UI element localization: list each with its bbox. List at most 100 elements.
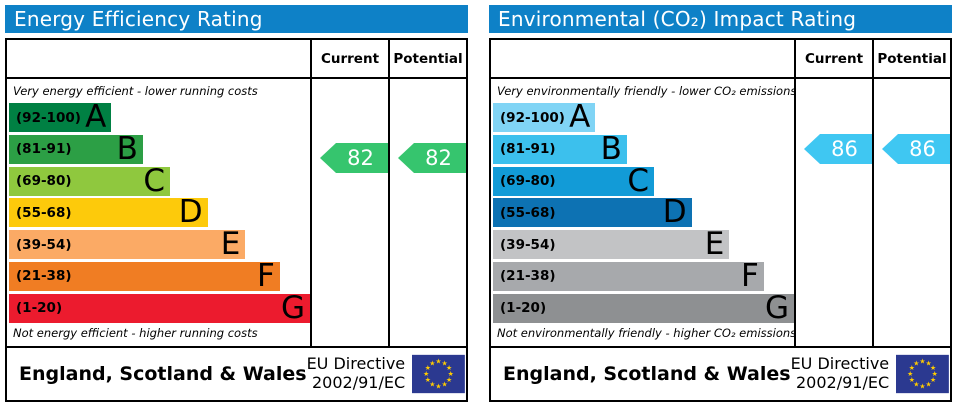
band-range-label: (92-100) xyxy=(500,109,565,126)
svg-text:★: ★ xyxy=(423,370,429,378)
svg-text:★: ★ xyxy=(913,359,919,367)
band-range-label: (1-20) xyxy=(500,300,547,317)
band-letter: B xyxy=(600,130,622,167)
band-letter: F xyxy=(257,257,275,294)
chart-title: Environmental (CO₂) Impact Rating xyxy=(498,7,857,31)
svg-text:★: ★ xyxy=(442,381,448,389)
band-range-label: (55-68) xyxy=(500,204,556,221)
rating-band-c: (69-80) C xyxy=(493,162,794,199)
rating-band-f: (21-38) F xyxy=(9,257,310,294)
band-letter: C xyxy=(627,162,650,199)
band-range-label: (1-20) xyxy=(16,300,63,317)
eu-flag-icon: ★ ★★★★★★★★★★★ xyxy=(412,354,465,394)
band-letter: A xyxy=(569,99,591,135)
band-range-label: (39-54) xyxy=(500,236,556,253)
band-letter: A xyxy=(85,99,107,135)
band-range-label: (81-91) xyxy=(16,141,72,158)
potential-column-header: Potential xyxy=(872,40,950,77)
band-letter: E xyxy=(704,226,725,263)
table-header-row: Current Potential xyxy=(491,40,950,79)
rating-table: Current Potential Very environmentally f… xyxy=(489,38,952,346)
band-range-label: (69-80) xyxy=(16,173,72,190)
svg-text:★: ★ xyxy=(930,364,936,372)
svg-text:★: ★ xyxy=(446,376,452,384)
current-column-header: Current xyxy=(310,40,388,77)
top-caption: Very energy efficient - lower running co… xyxy=(13,84,258,98)
svg-text:★: ★ xyxy=(435,382,441,390)
header-spacer-cell xyxy=(491,40,794,77)
svg-text:★: ★ xyxy=(932,370,938,378)
svg-text:★: ★ xyxy=(909,364,915,372)
rating-band-c: (69-80) C xyxy=(9,162,310,199)
chart-title: Energy Efficiency Rating xyxy=(14,7,263,31)
environmental-co2-impact-chart: Environmental (CO₂) Impact Rating Curren… xyxy=(489,5,952,402)
eu-flag-icon: ★ ★★★★★★★★★★★ xyxy=(896,354,949,394)
current-column-divider xyxy=(794,79,796,346)
chart-footer: England, Scotland & Wales EU Directive 2… xyxy=(489,346,952,402)
band-letter: D xyxy=(178,194,203,231)
rating-bands: (92-100) A (81-91) B (69-80) C (55-68) D (39-54)… xyxy=(493,99,794,326)
svg-text:★: ★ xyxy=(930,376,936,384)
band-letter: C xyxy=(143,162,166,199)
svg-text:★: ★ xyxy=(926,359,932,367)
rating-band-a: (92-100) A xyxy=(493,99,794,135)
band-letter: E xyxy=(220,226,241,263)
band-range-label: (21-38) xyxy=(500,268,556,285)
current-rating-arrow: 82 xyxy=(320,143,388,173)
svg-text:★: ★ xyxy=(919,382,925,390)
band-letter: G xyxy=(764,289,789,326)
rating-band-g: (1-20) G xyxy=(9,289,310,326)
potential-column-divider xyxy=(872,79,874,346)
potential-column-header: Potential xyxy=(388,40,466,77)
rating-scale-area: Very environmentally friendly - lower CO… xyxy=(491,79,950,346)
potential-rating-arrow: 86 xyxy=(882,134,950,164)
svg-text:★: ★ xyxy=(442,359,448,367)
band-range-label: (92-100) xyxy=(16,109,81,126)
svg-text:★: ★ xyxy=(448,370,454,378)
rating-band-g: (1-20) G xyxy=(493,289,794,326)
rating-band-d: (55-68) D xyxy=(9,194,310,231)
band-letter: G xyxy=(280,289,305,326)
band-letter: F xyxy=(741,257,759,294)
band-range-label: (55-68) xyxy=(16,204,72,221)
energy-efficiency-chart: Energy Efficiency Rating Current Potenti… xyxy=(5,5,468,402)
svg-text:★: ★ xyxy=(425,376,431,384)
svg-text:★: ★ xyxy=(913,381,919,389)
svg-text:★: ★ xyxy=(907,370,913,378)
svg-text:★: ★ xyxy=(919,358,925,366)
band-range-label: (21-38) xyxy=(16,268,72,285)
table-header-row: Current Potential xyxy=(7,40,466,79)
energy-chart-title-bar: Energy Efficiency Rating xyxy=(5,5,468,33)
band-range-label: (39-54) xyxy=(16,236,72,253)
header-spacer-cell xyxy=(7,40,310,77)
top-caption: Very environmentally friendly - lower CO… xyxy=(497,84,797,98)
rating-band-a: (92-100) A xyxy=(9,99,310,135)
co2-chart-title-bar: Environmental (CO₂) Impact Rating xyxy=(489,5,952,33)
rating-band-b: (81-91) B xyxy=(493,130,794,167)
potential-column-divider xyxy=(388,79,390,346)
region-label: England, Scotland & Wales xyxy=(503,363,791,385)
svg-text:★: ★ xyxy=(435,358,441,366)
chart-footer: England, Scotland & Wales EU Directive 2… xyxy=(5,346,468,402)
potential-rating-arrow: 82 xyxy=(398,143,466,173)
rating-band-e: (39-54) E xyxy=(493,226,794,263)
rating-bands: (92-100) A (81-91) B (69-80) C (55-68) D (39-54)… xyxy=(9,99,310,326)
svg-text:★: ★ xyxy=(926,381,932,389)
current-rating-arrow: 86 xyxy=(804,134,872,164)
eu-directive-label: EU Directive 2002/91/EC xyxy=(790,354,890,392)
band-range-label: (69-80) xyxy=(500,173,556,190)
rating-band-b: (81-91) B xyxy=(9,130,310,167)
bottom-caption: Not environmentally friendly - higher CO… xyxy=(497,326,797,340)
bottom-caption: Not energy efficient - higher running co… xyxy=(13,326,258,340)
rating-band-f: (21-38) F xyxy=(493,257,794,294)
svg-text:★: ★ xyxy=(909,376,915,384)
rating-scale-area: Very energy efficient - lower running co… xyxy=(7,79,466,346)
band-letter: B xyxy=(116,130,138,167)
band-letter: D xyxy=(662,194,687,231)
svg-text:★: ★ xyxy=(429,381,435,389)
svg-text:★: ★ xyxy=(429,359,435,367)
svg-text:★: ★ xyxy=(446,364,452,372)
current-column-header: Current xyxy=(794,40,872,77)
rating-table: Current Potential Very energy efficient … xyxy=(5,38,468,346)
